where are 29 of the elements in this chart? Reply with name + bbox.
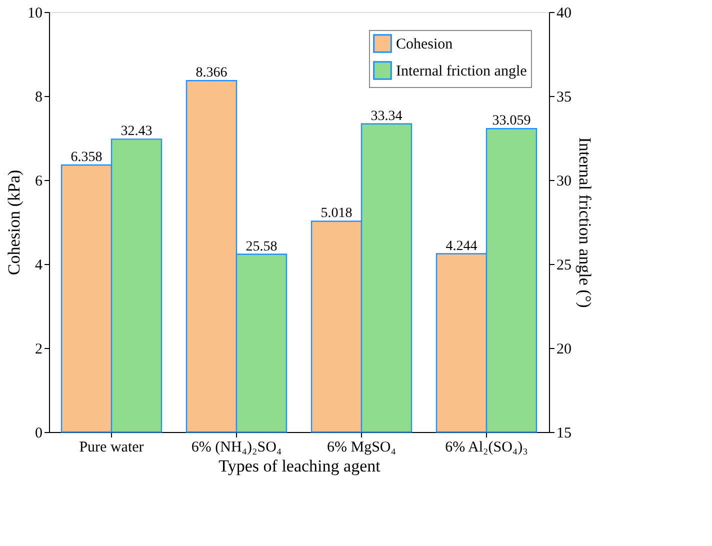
data-label: 33.059 <box>492 114 531 129</box>
y-axis-title: Cohesion (kPa) <box>4 170 24 276</box>
legend-label: Internal friction angle <box>396 64 528 80</box>
y2-tick-label: 25 <box>556 258 572 274</box>
x-tick-label: 6% (NH₄)₂SO₄ <box>191 440 282 456</box>
legend-label: Cohesion <box>396 36 454 52</box>
data-label: 5.018 <box>320 206 352 222</box>
y2-tick-label: 30 <box>556 174 572 190</box>
y-tick-label: 8 <box>35 90 42 106</box>
data-label: 33.34 <box>370 108 402 124</box>
x-axis-title: Types of leaching agent <box>218 456 381 476</box>
data-label: 32.43 <box>120 124 152 140</box>
y-tick-label: 2 <box>35 342 42 358</box>
y2-tick-label: 40 <box>556 6 572 22</box>
x-tick-label: 6% MgSO₄ <box>327 440 396 456</box>
data-label: 6.358 <box>70 150 102 165</box>
y2-axis-title: Internal friction angle (°) <box>576 137 594 308</box>
data-label: 25.58 <box>246 239 278 254</box>
y-tick-label: 4 <box>35 258 43 274</box>
y2-tick-label: 15 <box>556 426 572 442</box>
y2-tick-label: 20 <box>556 342 572 358</box>
y-tick-label: 10 <box>28 6 42 22</box>
y2-tick-label: 35 <box>556 90 572 106</box>
x-tick-label: Pure water <box>79 440 144 456</box>
data-label: 4.244 <box>446 238 478 254</box>
y-tick-label: 6 <box>35 174 43 190</box>
data-label: 8.366 <box>196 66 228 81</box>
y-tick-label: 0 <box>35 426 42 442</box>
x-tick-label: 6% Al₂(SO₄)₃ <box>445 440 528 456</box>
